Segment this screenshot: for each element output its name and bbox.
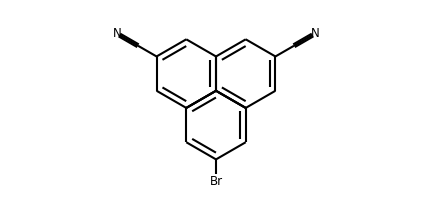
Text: N: N	[311, 27, 319, 40]
Text: N: N	[113, 27, 121, 40]
Text: Br: Br	[210, 175, 222, 188]
